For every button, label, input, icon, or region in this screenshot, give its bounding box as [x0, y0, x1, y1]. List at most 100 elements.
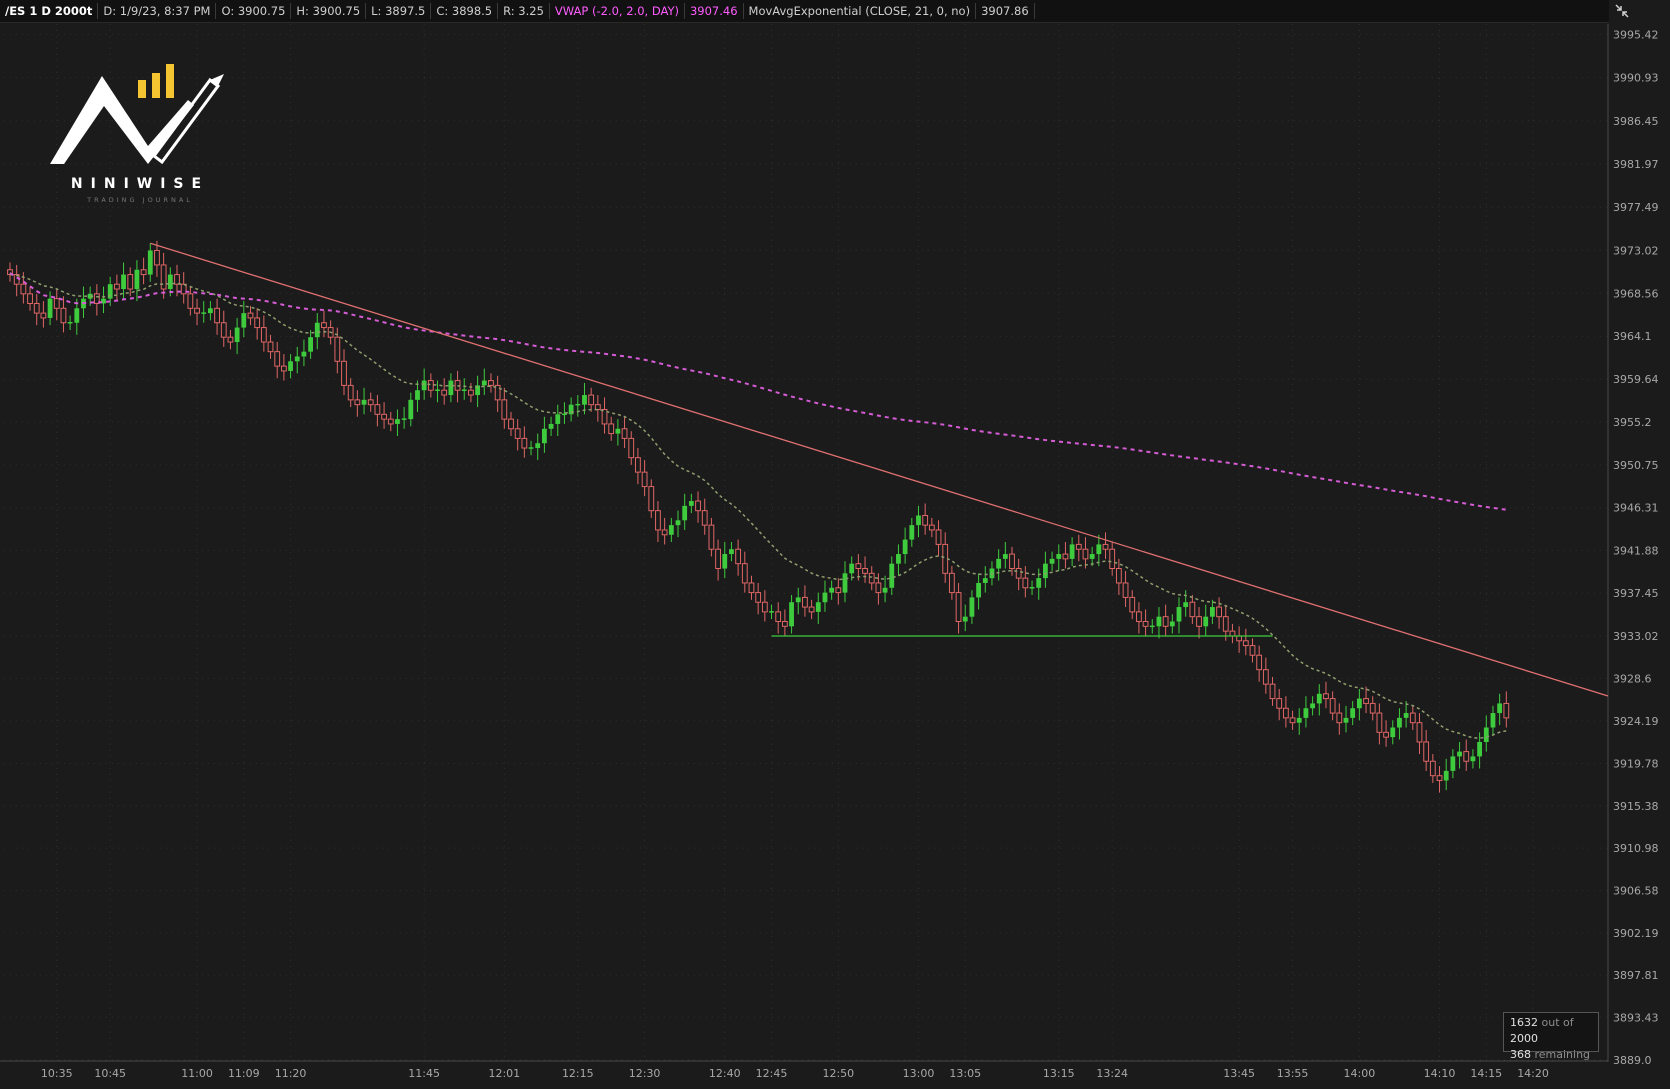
- x-tick-label: 12:40: [709, 1067, 741, 1080]
- candle-up: [1497, 703, 1503, 714]
- candle-up: [67, 322, 73, 324]
- y-tick-label: 3941.88: [1613, 544, 1659, 557]
- candle-down: [27, 293, 33, 304]
- candle-down: [741, 563, 748, 584]
- candle-down: [708, 524, 715, 550]
- candle-down: [180, 283, 187, 295]
- collapse-icon[interactable]: [1614, 3, 1630, 19]
- candle-up: [769, 611, 774, 613]
- candle-up: [1310, 703, 1315, 709]
- candle-up: [101, 298, 106, 304]
- candle-down: [1189, 601, 1196, 618]
- candle-up: [896, 554, 901, 564]
- candle-down: [1229, 630, 1236, 637]
- candle-up: [1156, 616, 1162, 627]
- candle-up: [167, 274, 173, 290]
- candle-down: [855, 563, 862, 570]
- ema-study-label[interactable]: MovAvgExponential (CLOSE, 21, 0, no): [744, 3, 977, 19]
- candle-down: [1369, 702, 1376, 714]
- candle-down: [955, 592, 962, 623]
- candle-down: [427, 380, 434, 391]
- candle-down: [875, 582, 882, 594]
- candle-down: [701, 510, 708, 526]
- candle-down: [441, 389, 448, 396]
- candle-up: [1490, 713, 1496, 728]
- candle-down: [1269, 683, 1276, 700]
- candle-down: [1463, 751, 1470, 762]
- candle-up: [722, 554, 728, 569]
- candle-down: [214, 307, 220, 324]
- candle-up: [1470, 756, 1476, 762]
- x-tick-label: 12:15: [562, 1067, 594, 1080]
- candle-down: [1136, 611, 1142, 623]
- candle-down: [1142, 621, 1149, 627]
- x-tick-label: 10:45: [94, 1067, 126, 1080]
- candle-down: [494, 384, 501, 401]
- candle-up: [982, 578, 988, 583]
- candle-down: [174, 274, 180, 285]
- candle-down: [334, 336, 341, 362]
- x-tick-label: 11:45: [408, 1067, 440, 1080]
- x-tick-label: 12:45: [756, 1067, 788, 1080]
- vwap-study-label[interactable]: VWAP (-2.0, 2.0, DAY): [550, 3, 685, 19]
- candle-down: [1329, 698, 1336, 714]
- candle-down: [1289, 717, 1296, 724]
- vwap-line: [9, 272, 1507, 511]
- candle-up: [461, 389, 467, 391]
- candle-down: [695, 500, 701, 512]
- x-tick-label: 14:00: [1344, 1067, 1376, 1080]
- candle-down: [154, 249, 160, 266]
- candle-down: [1416, 722, 1423, 743]
- y-tick-label: 3995.42: [1613, 28, 1659, 41]
- candle-down: [514, 428, 521, 439]
- candle-down: [1162, 616, 1169, 627]
- candle-down: [1082, 548, 1089, 560]
- candle-up: [1096, 544, 1102, 555]
- y-tick-label: 3959.64: [1613, 373, 1659, 386]
- candle-down: [508, 418, 514, 430]
- candle-up: [74, 308, 80, 323]
- candle-up: [1343, 717, 1349, 723]
- candle-down: [655, 510, 661, 531]
- candle-down: [1423, 741, 1430, 762]
- candle-up: [1457, 751, 1462, 757]
- candle-up: [909, 525, 915, 540]
- tick-remaining-word: remaining: [1534, 1048, 1591, 1061]
- y-tick-label: 3986.45: [1613, 115, 1659, 128]
- candle-up: [962, 616, 968, 622]
- candle-down: [1409, 712, 1416, 724]
- y-tick-label: 3946.31: [1613, 502, 1659, 515]
- candle-down: [227, 336, 234, 343]
- candle-down: [1376, 712, 1383, 733]
- candle-up: [1029, 587, 1035, 589]
- candle-down: [862, 568, 868, 574]
- candle-down: [922, 514, 929, 526]
- candle-down: [53, 298, 60, 309]
- candle-up: [889, 563, 895, 588]
- candle-down: [1383, 731, 1389, 738]
- candle-up: [548, 423, 554, 429]
- candle-up: [1483, 727, 1489, 742]
- candle-down: [1222, 616, 1229, 632]
- candle-down: [1129, 596, 1136, 613]
- y-tick-label: 3897.81: [1613, 969, 1659, 982]
- candle-down: [608, 423, 615, 435]
- candle-down: [835, 587, 842, 594]
- symbol-label[interactable]: /ES 1 D 2000t: [0, 3, 99, 19]
- close-readout: C: 3898.5: [431, 3, 499, 19]
- x-tick-label: 11:20: [275, 1067, 307, 1080]
- candle-down: [1363, 698, 1369, 704]
- logo-tagline: TRADING JOURNAL: [87, 196, 193, 204]
- candle-up: [675, 520, 681, 526]
- candle-up: [1296, 717, 1302, 723]
- y-tick-label: 3902.19: [1613, 927, 1659, 940]
- candle-down: [1075, 543, 1082, 550]
- candle-up: [829, 587, 835, 593]
- candle-down: [274, 351, 281, 367]
- x-tick-label: 11:09: [228, 1067, 260, 1080]
- candle-up: [562, 413, 567, 416]
- y-tick-label: 3964.1: [1613, 330, 1652, 343]
- candle-down: [628, 437, 635, 459]
- y-tick-label: 3928.6: [1613, 672, 1652, 685]
